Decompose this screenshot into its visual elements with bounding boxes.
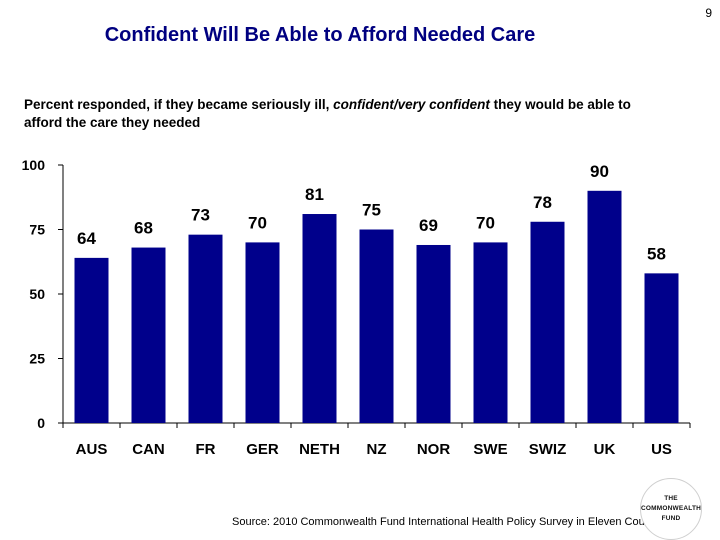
value-label-fr: 73 [191, 206, 210, 225]
category-label-nz: NZ [367, 441, 387, 458]
bar-can [131, 247, 166, 423]
bar-ger [245, 242, 280, 423]
category-label-ger: GER [246, 441, 279, 458]
bar-uk [587, 190, 622, 423]
category-label-nor: NOR [417, 441, 451, 458]
bar-swe [473, 242, 508, 423]
value-label-nor: 69 [419, 216, 438, 235]
chart-title: Confident Will Be Able to Afford Needed … [104, 24, 536, 46]
bar-fr [188, 234, 223, 423]
page-number: 9 [705, 6, 712, 20]
bar-neth [302, 214, 337, 423]
y-tick-label: 25 [29, 351, 45, 367]
category-label-can: CAN [132, 441, 165, 458]
logo-line-1: THE [664, 495, 678, 502]
subtitle-part2: they would be able to afford the care th… [24, 97, 631, 130]
logo-line-2: COMMONWEALTH [640, 505, 702, 512]
bar-chart: 0 25 50 75 100 64 AUS 68 CAN 73 FR 70 GER 81 NETH 75 NZ 6… [22, 157, 691, 458]
value-label-swe: 70 [476, 213, 495, 232]
subtitle-emphasis: confident/very confident [333, 97, 490, 112]
bar-aus [74, 257, 109, 423]
y-tick-label: 0 [37, 415, 45, 431]
category-label-fr: FR [196, 441, 216, 458]
category-label-swiz: SWIZ [529, 441, 567, 458]
value-label-can: 68 [134, 219, 153, 238]
y-tick-label: 50 [29, 286, 45, 302]
value-label-aus: 64 [77, 229, 96, 248]
bar-us [644, 273, 679, 423]
category-label-aus: AUS [76, 441, 108, 458]
commonwealth-fund-logo: THE COMMONWEALTH FUND [640, 478, 702, 540]
value-label-us: 58 [647, 244, 666, 263]
bar-nor [416, 244, 451, 423]
logo-line-3: FUND [661, 515, 681, 522]
bar-nz [359, 229, 394, 423]
value-label-uk: 90 [590, 162, 609, 181]
category-label-us: US [651, 441, 672, 458]
bar-swiz [530, 221, 565, 423]
value-label-nz: 75 [362, 201, 381, 220]
value-label-ger: 70 [248, 213, 267, 232]
category-label-uk: UK [594, 441, 616, 458]
source-note: Source: 2010 Commonwealth Fund Internati… [232, 516, 675, 528]
value-label-swiz: 78 [533, 193, 552, 212]
chart-subtitle: Percent responded, if they became seriou… [24, 96, 644, 132]
category-label-neth: NETH [299, 441, 340, 458]
subtitle-part1: Percent responded, if they became seriou… [24, 97, 334, 112]
y-tick-label: 100 [22, 157, 46, 173]
y-tick-label: 75 [29, 222, 45, 238]
value-label-neth: 81 [305, 185, 324, 204]
category-label-swe: SWE [473, 441, 507, 458]
